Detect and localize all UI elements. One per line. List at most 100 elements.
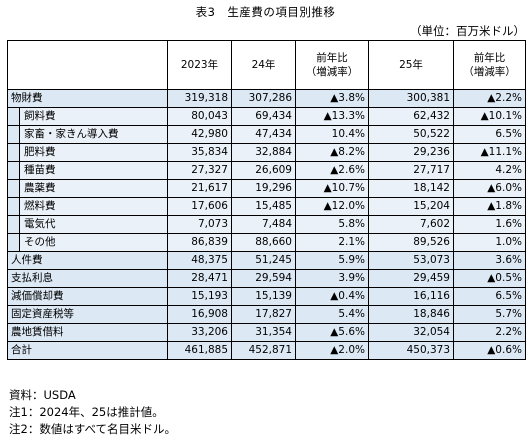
header-yoy-24-line2: （増減率） (305, 66, 359, 78)
cell-yoy-24: ▲0.4% (295, 287, 369, 306)
cell-yoy-25: 6.5% (453, 125, 526, 144)
cell-25: 29,236 (368, 143, 454, 162)
cell-25: 15,204 (368, 197, 454, 216)
header-yoy-25: 前年比 （増減率） (453, 40, 526, 90)
indent-cell (7, 197, 20, 216)
cell-24: 15,485 (231, 197, 296, 216)
cell-yoy-25: 1.0% (453, 233, 526, 252)
cell-24: 51,245 (231, 251, 296, 270)
cell-24: 7,484 (231, 215, 296, 234)
cell-yoy-24: 5.8% (295, 215, 369, 234)
cell-yoy-25: ▲2.2% (453, 89, 526, 108)
table-row: 固定資産税等 16,908 17,827 5.4% 18,846 5.7% (7, 305, 526, 324)
cell-2023: 16,908 (167, 305, 232, 324)
cell-24: 88,660 (231, 233, 296, 252)
cell-yoy-25: ▲6.0% (453, 179, 526, 198)
table-row: 飼料費 80,043 69,434 ▲13.3% 62,432 ▲10.1% (7, 107, 526, 126)
cell-25: 62,432 (368, 107, 454, 126)
cell-yoy-24: ▲13.3% (295, 107, 369, 126)
footnote-2: 注2：数値はすべて名目米ドル。 (9, 422, 177, 436)
table-row: 人件費 48,375 51,245 5.9% 53,073 3.6% (7, 251, 526, 270)
header-yoy-25-line2: （増減率） (463, 66, 516, 78)
cell-yoy-24: ▲8.2% (295, 143, 369, 162)
source-note: 資料：USDA (9, 388, 76, 402)
cell-yoy-24: 2.1% (295, 233, 369, 252)
table-row: 家畜・家きん導入費 42,980 47,434 10.4% 50,522 6.5… (7, 125, 526, 144)
cell-yoy-24: ▲2.0% (295, 341, 369, 360)
table-row: 支払利息 28,471 29,594 3.9% 29,459 ▲0.5% (7, 269, 526, 288)
table-row: 肥料費 35,834 32,884 ▲8.2% 29,236 ▲11.1% (7, 143, 526, 162)
row-label: 飼料費 (19, 107, 168, 126)
row-label: 合計 (7, 341, 168, 360)
cell-25: 89,526 (368, 233, 454, 252)
cell-24: 29,594 (231, 269, 296, 288)
cell-yoy-25: ▲0.6% (453, 341, 526, 360)
cell-24: 17,827 (231, 305, 296, 324)
cell-yoy-24: ▲3.8% (295, 89, 369, 108)
cell-yoy-25: 6.5% (453, 287, 526, 306)
indent-cell (7, 233, 20, 252)
cell-2023: 21,617 (167, 179, 232, 198)
cell-yoy-24: 5.4% (295, 305, 369, 324)
cell-yoy-25: 2.2% (453, 323, 526, 342)
cell-25: 53,073 (368, 251, 454, 270)
row-label: 農地賃借料 (7, 323, 168, 342)
table-row: 燃料費 17,606 15,485 ▲12.0% 15,204 ▲1.8% (7, 197, 526, 216)
row-label: 農薬費 (19, 179, 168, 198)
cell-24: 69,434 (231, 107, 296, 126)
cell-25: 32,054 (368, 323, 454, 342)
indent-cell (7, 161, 20, 180)
table-row: 種苗費 27,327 26,609 ▲2.6% 27,717 4.2% (7, 161, 526, 180)
indent-cell (7, 107, 20, 126)
cell-2023: 17,606 (167, 197, 232, 216)
cell-2023: 27,327 (167, 161, 232, 180)
cell-yoy-25: ▲0.5% (453, 269, 526, 288)
cell-yoy-25: ▲10.1% (453, 107, 526, 126)
header-yoy-24-line1: 前年比 (316, 52, 348, 64)
cell-yoy-24: ▲5.6% (295, 323, 369, 342)
cell-2023: 15,193 (167, 287, 232, 306)
cell-yoy-24: ▲10.7% (295, 179, 369, 198)
cell-24: 15,139 (231, 287, 296, 306)
row-label: 固定資産税等 (7, 305, 168, 324)
cell-yoy-25: ▲1.8% (453, 197, 526, 216)
cell-25: 16,116 (368, 287, 454, 306)
cell-yoy-25: 3.6% (453, 251, 526, 270)
header-row: 2023年 24年 前年比 （増減率） 25年 前年比 （増減率） (7, 40, 526, 90)
cell-yoy-25: ▲11.1% (453, 143, 526, 162)
cell-2023: 319,318 (167, 89, 232, 108)
cell-yoy-24: 5.9% (295, 251, 369, 270)
cell-2023: 7,073 (167, 215, 232, 234)
table-row: 減価償却費 15,193 15,139 ▲0.4% 16,116 6.5% (7, 287, 526, 306)
header-2023: 2023年 (167, 40, 232, 90)
footnote-1: 注1：2024年、25は推計値。 (9, 405, 164, 419)
cell-2023: 33,206 (167, 323, 232, 342)
table-row: その他 86,839 88,660 2.1% 89,526 1.0% (7, 233, 526, 252)
row-label: 種苗費 (19, 161, 168, 180)
header-yoy-24: 前年比 （増減率） (295, 40, 369, 90)
cell-25: 300,381 (368, 89, 454, 108)
row-label: その他 (19, 233, 168, 252)
cell-24: 19,296 (231, 179, 296, 198)
cell-25: 50,522 (368, 125, 454, 144)
unit-label: （単位：百万米ドル） (410, 24, 525, 38)
cell-24: 452,871 (231, 341, 296, 360)
cost-table: 2023年 24年 前年比 （増減率） 25年 前年比 （増減率） 物財費 31… (7, 40, 526, 360)
cell-yoy-24: ▲2.6% (295, 161, 369, 180)
header-yoy-25-line1: 前年比 (473, 52, 506, 64)
table-row: 農地賃借料 33,206 31,354 ▲5.6% 32,054 2.2% (7, 323, 526, 342)
row-label: 人件費 (7, 251, 168, 270)
indent-cell (7, 143, 20, 162)
cell-2023: 42,980 (167, 125, 232, 144)
row-label: 燃料費 (19, 197, 168, 216)
cell-25: 18,846 (368, 305, 454, 324)
cell-yoy-24: 3.9% (295, 269, 369, 288)
cell-yoy-25: 1.6% (453, 215, 526, 234)
cell-2023: 461,885 (167, 341, 232, 360)
row-label: 支払利息 (7, 269, 168, 288)
indent-cell (7, 179, 20, 198)
cell-yoy-25: 5.7% (453, 305, 526, 324)
indent-cell (7, 215, 20, 234)
cell-25: 18,142 (368, 179, 454, 198)
table-row: 物財費 319,318 307,286 ▲3.8% 300,381 ▲2.2% (7, 89, 526, 108)
